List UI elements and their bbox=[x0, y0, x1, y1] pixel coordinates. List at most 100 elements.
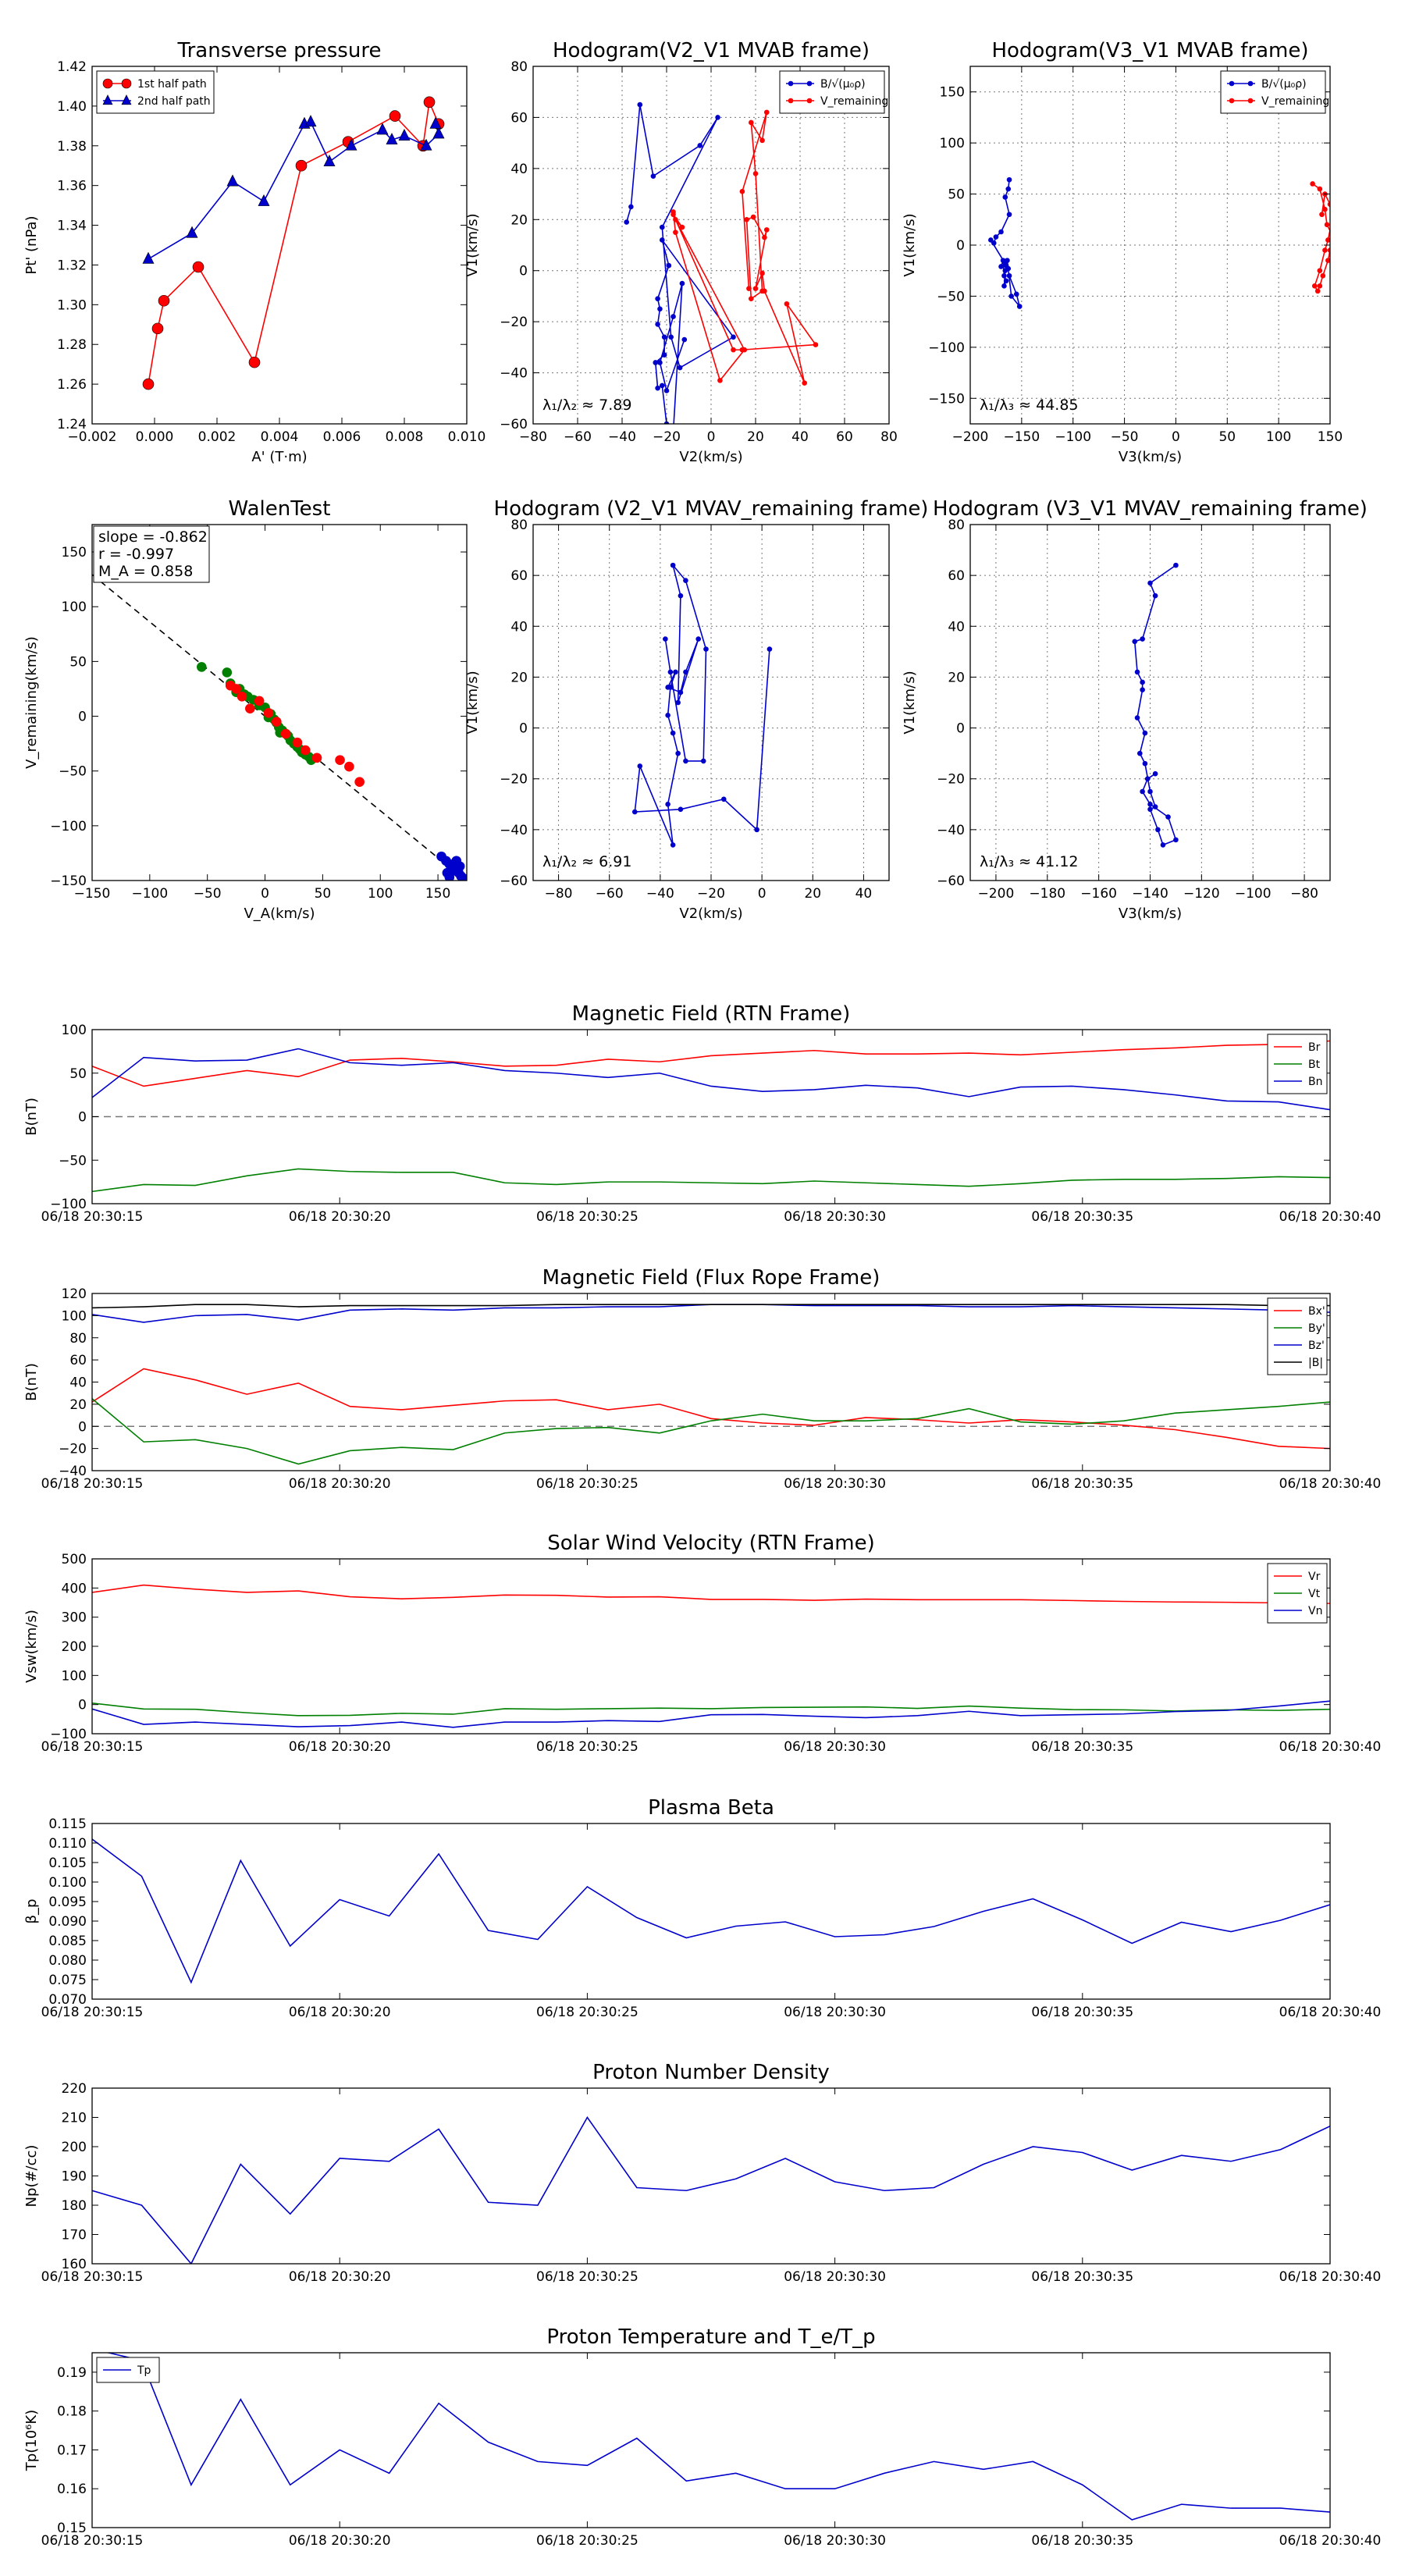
chart-p4: −150 −100 −50 0 50 100 150 −150 −100 −50 0 50 100 150… bbox=[23, 497, 468, 922]
x-tick-label: 06/18 20:30:20 bbox=[289, 1209, 391, 1225]
data-point bbox=[292, 737, 303, 748]
x-tick-label: −140 bbox=[1132, 886, 1168, 902]
data-point bbox=[335, 755, 345, 765]
x-tick-label: 06/18 20:30:40 bbox=[1279, 2005, 1382, 2020]
series-Bz' bbox=[92, 1304, 1330, 1323]
data-point bbox=[697, 143, 703, 148]
data-point bbox=[1229, 80, 1235, 87]
x-axis-label: V_A(km/s) bbox=[244, 906, 315, 922]
data-point bbox=[1005, 258, 1010, 263]
data-point bbox=[1160, 842, 1166, 848]
data-point bbox=[1317, 268, 1323, 274]
legend-label: Br bbox=[1308, 1041, 1321, 1054]
x-tick-label: 06/18 20:30:15 bbox=[41, 2533, 144, 2549]
data-point bbox=[222, 667, 233, 678]
y-tick-label: 1.40 bbox=[57, 99, 87, 115]
data-point bbox=[754, 827, 759, 833]
plot-area bbox=[533, 66, 889, 424]
data-point bbox=[720, 796, 727, 802]
axes-frame bbox=[91, 66, 468, 425]
data-point bbox=[759, 270, 765, 276]
y-axis-label: V_remaining(km/s) bbox=[23, 636, 40, 769]
series-line bbox=[1133, 564, 1177, 846]
y-tick-label: −40 bbox=[937, 823, 965, 838]
data-point bbox=[679, 224, 685, 230]
x-tick-label: −20 bbox=[653, 429, 681, 445]
x-tick-label: 06/18 20:30:15 bbox=[41, 1209, 144, 1225]
series-Bx' bbox=[92, 1368, 1330, 1450]
x-tick-label: −150 bbox=[74, 886, 111, 902]
data-point bbox=[631, 809, 638, 815]
data-point bbox=[1005, 186, 1012, 192]
plot-area bbox=[533, 525, 889, 881]
data-point bbox=[1152, 770, 1158, 777]
x-tick-label: −60 bbox=[564, 429, 592, 445]
x-tick-label: 20 bbox=[747, 429, 764, 445]
chart-p8: −40 −20 0 20 40 60 80 100 120 06/18 20:30:15 06/18… bbox=[23, 1266, 1381, 1492]
chart-title: Plasma Beta bbox=[648, 1796, 774, 1820]
y-tick-label: 1.28 bbox=[57, 337, 87, 353]
series-beta bbox=[92, 1838, 1330, 1984]
series-|B| bbox=[92, 1304, 1330, 1309]
x-tick-label: 06/18 20:30:35 bbox=[1031, 2005, 1133, 2020]
y-axis-label: V1(km/s) bbox=[902, 671, 918, 734]
plot-area bbox=[970, 525, 1330, 881]
data-point bbox=[1327, 201, 1330, 207]
series-Tp bbox=[105, 2353, 1330, 2521]
data-point bbox=[673, 669, 678, 675]
legend-label: By' bbox=[1308, 1322, 1325, 1335]
y-tick-label: −20 bbox=[59, 1442, 87, 1457]
axes-frame bbox=[91, 1558, 1331, 1735]
series-Br bbox=[92, 1040, 1330, 1087]
x-tick-label: 06/18 20:30:25 bbox=[536, 2269, 638, 2285]
chart-title: Hodogram (V2_V1 MVAV_remaining frame) bbox=[494, 497, 929, 521]
x-tick-label: 60 bbox=[836, 429, 853, 445]
y-tick-label: 0.075 bbox=[48, 1973, 87, 1988]
chart-p9: −100 0 100 200 300 400 500 06/18 20:30:15 06/18 … bbox=[23, 1532, 1381, 1755]
x-tick-label: −50 bbox=[194, 886, 222, 902]
y-tick-label: 210 bbox=[62, 2111, 87, 2126]
data-point bbox=[750, 214, 756, 220]
eigen-ratio-annotation: λ₁/λ₃ ≈ 41.12 bbox=[980, 853, 1079, 870]
data-point bbox=[675, 699, 681, 706]
x-tick-label: 06/18 20:30:20 bbox=[289, 1739, 391, 1755]
x-tick-label: 0 bbox=[1172, 429, 1180, 445]
data-point bbox=[670, 562, 676, 568]
data-point bbox=[655, 385, 660, 391]
walen-stat: M_A = 0.858 bbox=[98, 563, 193, 580]
data-point bbox=[1013, 291, 1019, 297]
y-tick-label: 1.32 bbox=[57, 258, 87, 273]
x-tick-label: −160 bbox=[1080, 886, 1117, 902]
data-point bbox=[763, 109, 770, 116]
data-point bbox=[988, 237, 994, 243]
data-point bbox=[458, 873, 467, 881]
legend-label: |B| bbox=[1308, 1357, 1323, 1369]
y-tick-label: −150 bbox=[928, 391, 965, 407]
data-point bbox=[344, 761, 354, 772]
data-point bbox=[717, 378, 723, 383]
x-tick-label: 06/18 20:30:25 bbox=[536, 1209, 638, 1225]
data-point bbox=[739, 347, 745, 353]
series-V bbox=[631, 562, 773, 848]
data-point bbox=[398, 128, 411, 141]
data-point bbox=[323, 155, 336, 167]
data-point bbox=[673, 216, 678, 222]
data-point bbox=[998, 229, 1004, 235]
x-tick-label: −40 bbox=[608, 429, 636, 445]
x-axis-label: A' (T·m) bbox=[251, 449, 307, 465]
plot-area bbox=[92, 1304, 1330, 1465]
x-tick-label: 06/18 20:30:25 bbox=[536, 1739, 638, 1755]
series-Vr bbox=[92, 1584, 1330, 1604]
y-tick-label: 0.100 bbox=[48, 1875, 87, 1891]
legend-label: 1st half path bbox=[137, 78, 207, 91]
y-tick-label: 40 bbox=[510, 162, 528, 177]
legend-label: Vr bbox=[1308, 1571, 1321, 1583]
y-axis-label: Tp(10⁶K) bbox=[23, 2410, 40, 2471]
data-point bbox=[300, 745, 311, 756]
y-tick-label: −40 bbox=[500, 823, 528, 838]
y-tick-label: 20 bbox=[510, 212, 528, 228]
x-tick-label: 0.004 bbox=[261, 429, 299, 445]
data-point bbox=[991, 240, 997, 246]
data-point bbox=[731, 334, 736, 340]
